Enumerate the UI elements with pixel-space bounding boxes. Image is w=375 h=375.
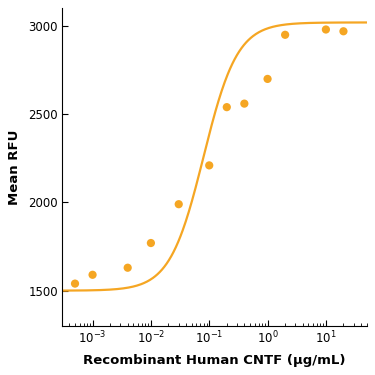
Point: [176, 201, 182, 207]
Point: [340, 28, 346, 34]
Point: [265, 76, 271, 82]
Point: [206, 162, 212, 168]
X-axis label: Recombinant Human CNTF (μg/mL): Recombinant Human CNTF (μg/mL): [83, 354, 346, 367]
Point: [323, 27, 329, 33]
Point: [148, 240, 154, 246]
Y-axis label: Mean RFU: Mean RFU: [8, 129, 21, 205]
Point: [242, 100, 248, 106]
Point: [224, 104, 230, 110]
Point: [72, 280, 78, 286]
Point: [90, 272, 96, 278]
Point: [282, 32, 288, 38]
Point: [125, 265, 131, 271]
